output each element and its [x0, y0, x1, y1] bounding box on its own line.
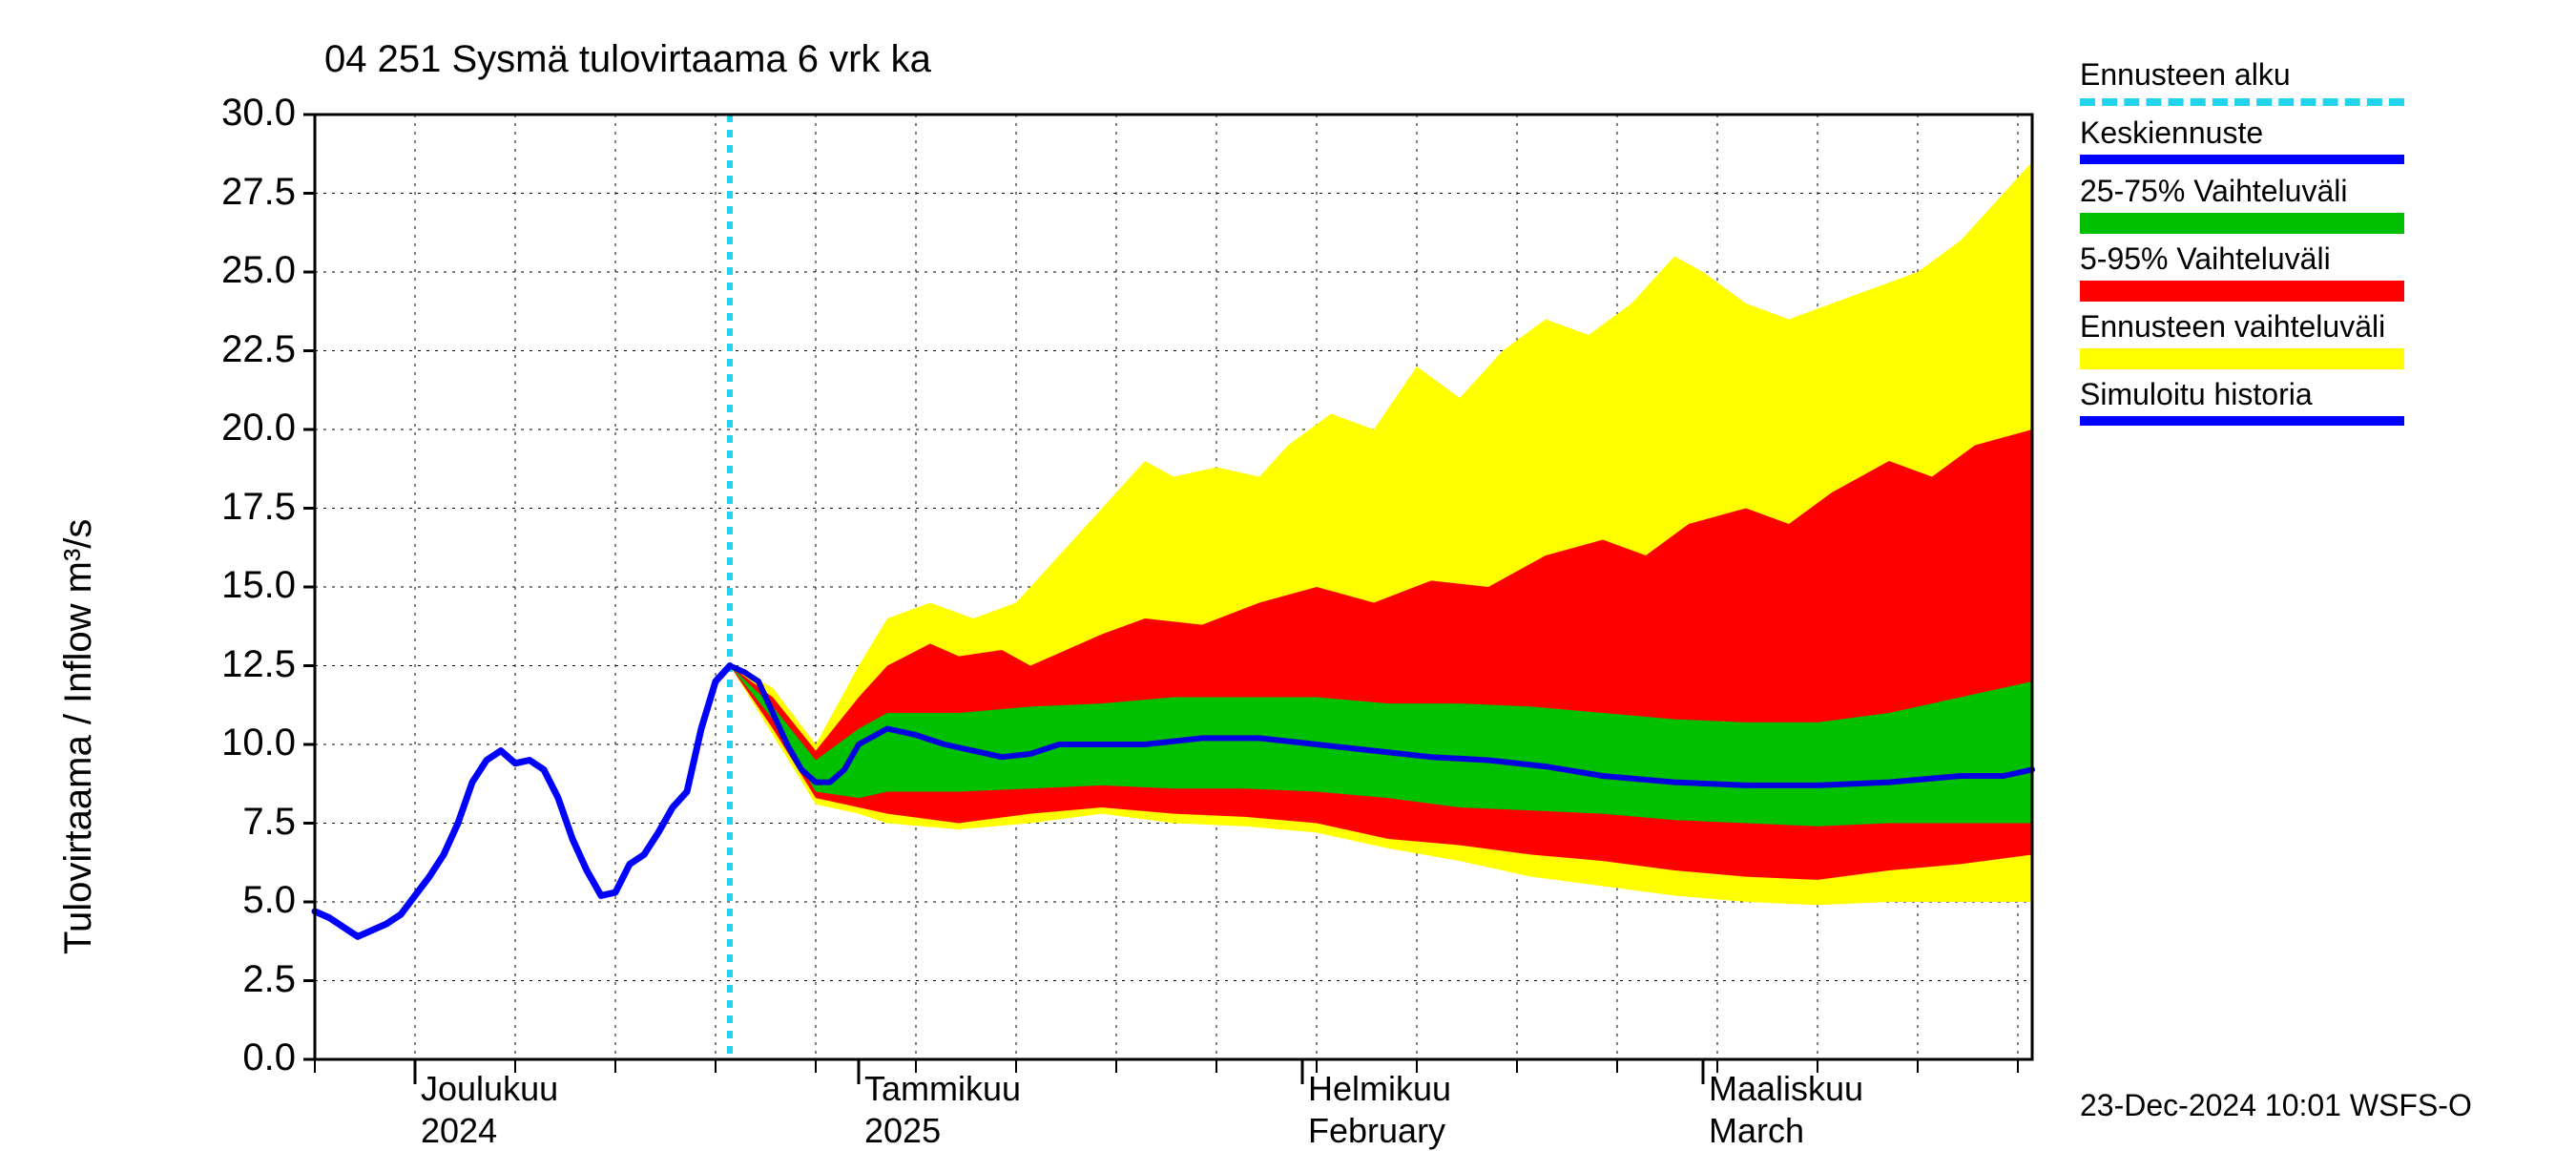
legend-label: Keskiennuste	[2080, 115, 2404, 151]
legend-item: Ennusteen alku	[2080, 57, 2404, 106]
y-tick-label: 20.0	[153, 407, 296, 450]
y-tick-label: 30.0	[153, 92, 296, 135]
legend-label: Simuloitu historia	[2080, 377, 2404, 412]
legend-item: Ennusteen vaihteluväli	[2080, 309, 2404, 369]
chart-container: 04 251 Sysmä tulovirtaama 6 vrk ka Tulov…	[0, 0, 2576, 1145]
legend-swatch	[2080, 155, 2404, 164]
legend-swatch	[2080, 98, 2404, 106]
legend-item: 25-75% Vaihteluväli	[2080, 174, 2404, 234]
x-tick-label-top: Helmikuu	[1308, 1069, 1451, 1109]
y-tick-label: 2.5	[153, 958, 296, 1001]
y-tick-label: 0.0	[153, 1036, 296, 1079]
legend-item: Keskiennuste	[2080, 115, 2404, 164]
y-tick-label: 22.5	[153, 328, 296, 371]
legend-swatch	[2080, 213, 2404, 234]
x-tick-label-top: Joulukuu	[421, 1069, 558, 1109]
y-tick-label: 12.5	[153, 643, 296, 686]
y-tick-label: 17.5	[153, 486, 296, 529]
legend-label: Ennusteen alku	[2080, 57, 2404, 93]
legend: Ennusteen alku Keskiennuste 25-75% Vaihtel…	[2080, 57, 2404, 435]
y-tick-label: 25.0	[153, 249, 296, 292]
footer-timestamp: 23-Dec-2024 10:01 WSFS-O	[2080, 1088, 2472, 1123]
x-tick-label-top: Tammikuu	[864, 1069, 1021, 1109]
legend-item: Simuloitu historia	[2080, 377, 2404, 426]
legend-item: 5-95% Vaihteluväli	[2080, 241, 2404, 302]
legend-swatch	[2080, 416, 2404, 426]
y-tick-label: 7.5	[153, 801, 296, 844]
y-tick-label: 15.0	[153, 564, 296, 607]
x-tick-label-top: Maaliskuu	[1709, 1069, 1863, 1109]
y-tick-label: 27.5	[153, 171, 296, 214]
y-tick-label: 5.0	[153, 879, 296, 922]
legend-label: 25-75% Vaihteluväli	[2080, 174, 2404, 209]
legend-swatch	[2080, 348, 2404, 369]
legend-label: 5-95% Vaihteluväli	[2080, 241, 2404, 277]
legend-swatch	[2080, 281, 2404, 302]
legend-label: Ennusteen vaihteluväli	[2080, 309, 2404, 345]
y-tick-label: 10.0	[153, 722, 296, 764]
